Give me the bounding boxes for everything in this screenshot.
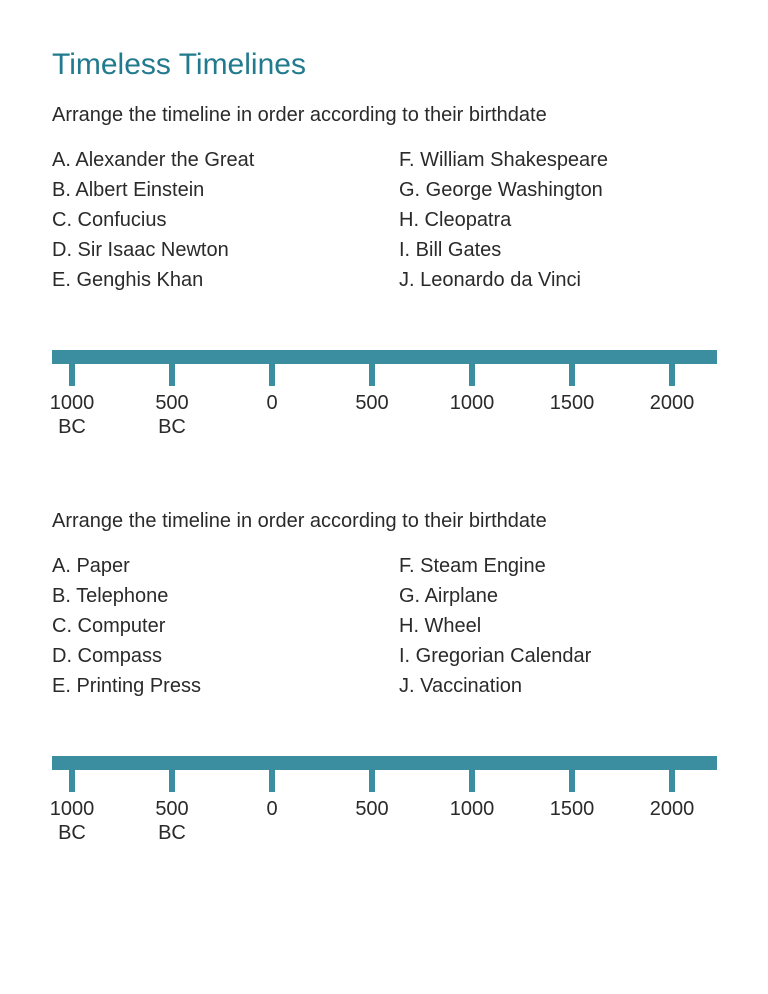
timeline-tick-label: 500 — [337, 798, 407, 821]
timeline-tick-label: 0 — [237, 392, 307, 415]
timeline-tick — [669, 364, 675, 386]
timeline-tick-label: 500 — [337, 392, 407, 415]
timeline-tick — [369, 364, 375, 386]
timeline-tick-label: 1500 — [537, 392, 607, 415]
timeline-bar — [52, 756, 717, 770]
timeline-tick — [569, 364, 575, 386]
list-item: I. Bill Gates — [399, 235, 716, 265]
list-item: J. Vaccination — [399, 671, 716, 701]
section1-left-col: A. Alexander the Great B. Albert Einstei… — [52, 145, 369, 295]
timeline-tick-label: 1000 — [437, 798, 507, 821]
list-item: F. Steam Engine — [399, 551, 716, 581]
timeline-2: 1000BC500BC0500100015002000 — [52, 756, 717, 846]
timeline-tick — [169, 770, 175, 792]
timeline-tick-label: 1000 — [437, 392, 507, 415]
list-item: B. Albert Einstein — [52, 175, 369, 205]
list-item: I. Gregorian Calendar — [399, 641, 716, 671]
timeline-tick-label: 0 — [237, 798, 307, 821]
worksheet-page: Timeless Timelines Arrange the timeline … — [0, 0, 768, 846]
list-item: D. Compass — [52, 641, 369, 671]
list-item: H. Cleopatra — [399, 205, 716, 235]
list-item: A. Paper — [52, 551, 369, 581]
list-item: J. Leonardo da Vinci — [399, 265, 716, 295]
timeline-tick — [569, 770, 575, 792]
section2-columns: A. Paper B. Telephone C. Computer D. Com… — [52, 551, 716, 701]
timeline-tick-sublabel: BC — [37, 822, 107, 845]
timeline-tick — [269, 364, 275, 386]
list-item: B. Telephone — [52, 581, 369, 611]
timeline-tick — [469, 770, 475, 792]
list-item: G. Airplane — [399, 581, 716, 611]
timeline-tick-label: 1500 — [537, 798, 607, 821]
timeline-tick-label: 1000 — [37, 392, 107, 415]
list-item: E. Printing Press — [52, 671, 369, 701]
timeline-tick-label: 2000 — [637, 392, 707, 415]
timeline-tick — [69, 364, 75, 386]
timeline-tick-sublabel: BC — [137, 416, 207, 439]
timeline-tick — [69, 770, 75, 792]
timeline-bar — [52, 350, 717, 364]
timeline-tick — [169, 364, 175, 386]
list-item: A. Alexander the Great — [52, 145, 369, 175]
timeline-tick — [369, 770, 375, 792]
list-item: C. Computer — [52, 611, 369, 641]
section1-right-col: F. William Shakespeare G. George Washing… — [399, 145, 716, 295]
timeline-tick — [469, 364, 475, 386]
section2-right-col: F. Steam Engine G. Airplane H. Wheel I. … — [399, 551, 716, 701]
list-item: G. George Washington — [399, 175, 716, 205]
timeline-tick — [669, 770, 675, 792]
page-title: Timeless Timelines — [52, 48, 716, 82]
list-item: D. Sir Isaac Newton — [52, 235, 369, 265]
timeline-tick-sublabel: BC — [137, 822, 207, 845]
timeline-tick-sublabel: BC — [37, 416, 107, 439]
timeline-1: 1000BC500BC0500100015002000 — [52, 350, 717, 440]
section1-columns: A. Alexander the Great B. Albert Einstei… — [52, 145, 716, 295]
section1-prompt: Arrange the timeline in order according … — [52, 104, 716, 127]
list-item: E. Genghis Khan — [52, 265, 369, 295]
list-item: C. Confucius — [52, 205, 369, 235]
list-item: H. Wheel — [399, 611, 716, 641]
list-item: F. William Shakespeare — [399, 145, 716, 175]
timeline-tick-label: 1000 — [37, 798, 107, 821]
timeline-tick-label: 500 — [137, 798, 207, 821]
timeline-tick-label: 2000 — [637, 798, 707, 821]
timeline-tick-label: 500 — [137, 392, 207, 415]
timeline-tick — [269, 770, 275, 792]
section2-prompt: Arrange the timeline in order according … — [52, 510, 716, 533]
section2-left-col: A. Paper B. Telephone C. Computer D. Com… — [52, 551, 369, 701]
